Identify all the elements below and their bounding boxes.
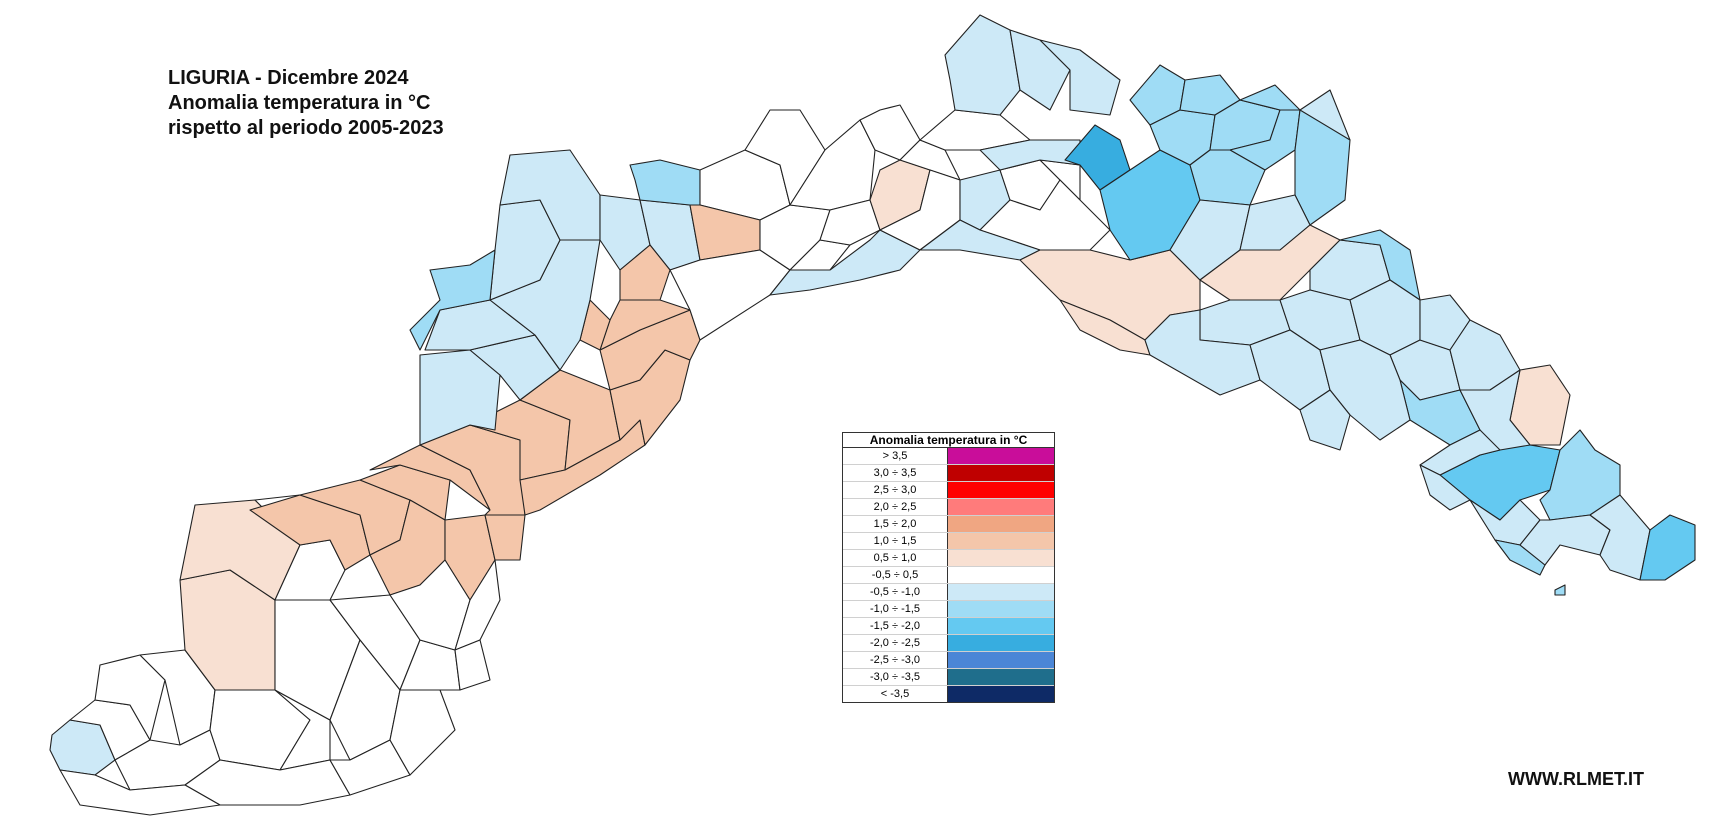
region [1009,29,1071,111]
legend-swatch [948,601,1054,617]
legend-label: -3,0 ÷ -3,5 [843,669,948,685]
legend-row: -1,0 ÷ -1,5 [843,601,1054,618]
region [1319,339,1411,441]
website-credit: WWW.RLMET.IT [1508,769,1644,789]
region [1039,39,1121,116]
region [979,139,1081,171]
legend-swatch [948,448,1054,464]
legend-row: 1,5 ÷ 2,0 [843,516,1054,533]
region [629,159,701,206]
map-title: LIGURIA - Dicembre 2024 Anomalia tempera… [168,66,444,141]
legend-swatch [948,465,1054,481]
legend-row: 2,5 ÷ 3,0 [843,482,1054,499]
region [1589,494,1651,581]
legend-swatch [948,652,1054,668]
legend-swatch [948,618,1054,634]
legend-label: 1,5 ÷ 2,0 [843,516,948,532]
legend-swatch [948,533,1054,549]
legend-row: 3,0 ÷ 3,5 [843,465,1054,482]
region [499,149,601,241]
legend-row: 0,5 ÷ 1,0 [843,550,1054,567]
legend-label: 2,0 ÷ 2,5 [843,499,948,515]
region [389,689,456,776]
region [454,639,491,691]
legend-row: -2,5 ÷ -3,0 [843,652,1054,669]
legend-swatch [948,635,1054,651]
region [1639,514,1696,581]
title-line-1: LIGURIA - Dicembre 2024 [168,67,409,89]
legend-label: -2,5 ÷ -3,0 [843,652,948,668]
legend-swatch [948,669,1054,685]
region [1299,389,1351,451]
legend-heading: Anomalia temperatura in °C [843,433,1054,448]
legend-row: -0,5 ÷ 0,5 [843,567,1054,584]
legend-row: -3,0 ÷ -3,5 [843,669,1054,686]
legend-swatch [948,686,1054,702]
region [1494,539,1546,576]
legend-row: 2,0 ÷ 2,5 [843,499,1054,516]
legend-swatch [948,584,1054,600]
legend-row: -0,5 ÷ -1,0 [843,584,1054,601]
region [409,249,496,351]
region [1144,309,1261,396]
legend-swatch [948,567,1054,583]
legend-swatch [948,516,1054,532]
legend-row: > 3,5 [843,448,1054,465]
legend-rows: > 3,5 3,0 ÷ 3,5 2,5 ÷ 3,0 2,0 ÷ 2,5 1,5 ÷ 2,… [843,448,1054,702]
legend-label: < -3,5 [843,686,948,702]
legend-label: 3,0 ÷ 3,5 [843,465,948,481]
region [454,559,501,651]
legend-table: Anomalia temperatura in °C > 3,5 3,0 ÷ 3,… [842,432,1055,703]
region [1419,464,1471,511]
municipality-regions [49,14,1696,816]
region [619,244,671,301]
legend-label: 2,5 ÷ 3,0 [843,482,948,498]
title-line-3: rispetto al periodo 2005-2023 [168,117,444,139]
region [59,769,221,816]
region [359,464,451,521]
legend-label: -0,5 ÷ -1,0 [843,584,948,600]
legend-label: 0,5 ÷ 1,0 [843,550,948,566]
legend-label: > 3,5 [843,448,948,464]
legend-label: -1,0 ÷ -1,5 [843,601,948,617]
legend-row: 1,0 ÷ 1,5 [843,533,1054,550]
legend-row: -1,5 ÷ -2,0 [843,618,1054,635]
legend-swatch [948,482,1054,498]
title-line-2: Anomalia temperatura in °C [168,92,431,114]
legend-row: -2,0 ÷ -2,5 [843,635,1054,652]
legend-label: -2,0 ÷ -2,5 [843,635,948,651]
region [1554,584,1566,596]
legend-label: 1,0 ÷ 1,5 [843,533,948,549]
legend-swatch [948,550,1054,566]
legend-swatch [948,499,1054,515]
legend-row: < -3,5 [843,686,1054,702]
region [944,14,1021,116]
legend-label: -1,5 ÷ -2,0 [843,618,948,634]
legend-label: -0,5 ÷ 0,5 [843,567,948,583]
region [1299,89,1351,141]
